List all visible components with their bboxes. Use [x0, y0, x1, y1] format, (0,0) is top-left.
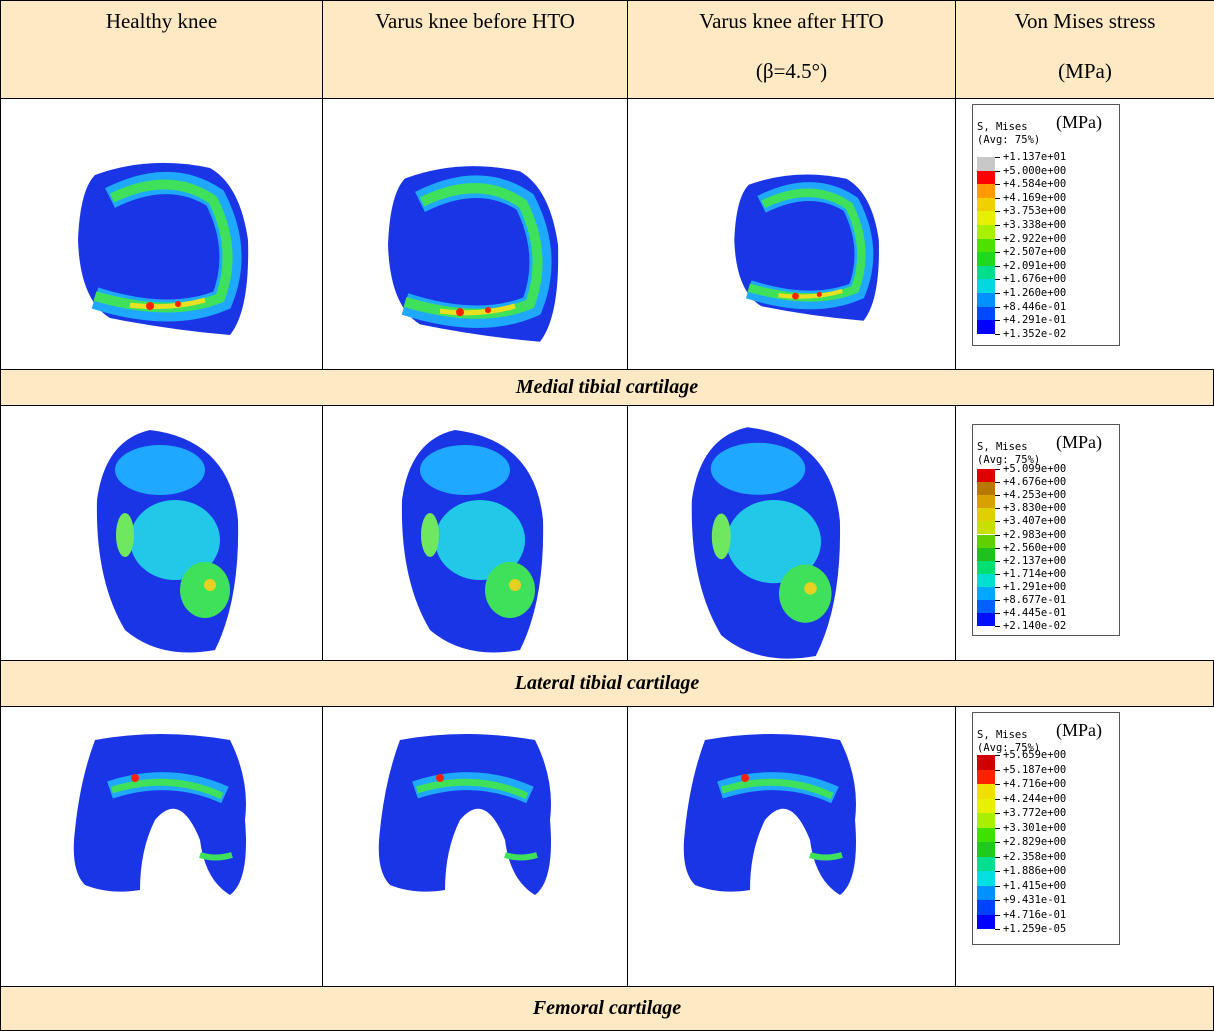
- varus-after-femoral: [684, 734, 856, 895]
- healthy-femoral: [74, 734, 246, 895]
- healthy-medial: [78, 163, 248, 335]
- page: Healthy kneeVarus knee before HTOVarus k…: [0, 0, 1214, 1030]
- varus-after-medial: [734, 174, 879, 320]
- varus-before-femoral: [379, 734, 551, 895]
- varus-before-lateral: [402, 430, 543, 653]
- varus-after-lateral: [692, 427, 840, 658]
- varus-before-medial: [388, 166, 558, 342]
- healthy-lateral: [97, 430, 238, 653]
- contour-plots: [0, 0, 1214, 1030]
